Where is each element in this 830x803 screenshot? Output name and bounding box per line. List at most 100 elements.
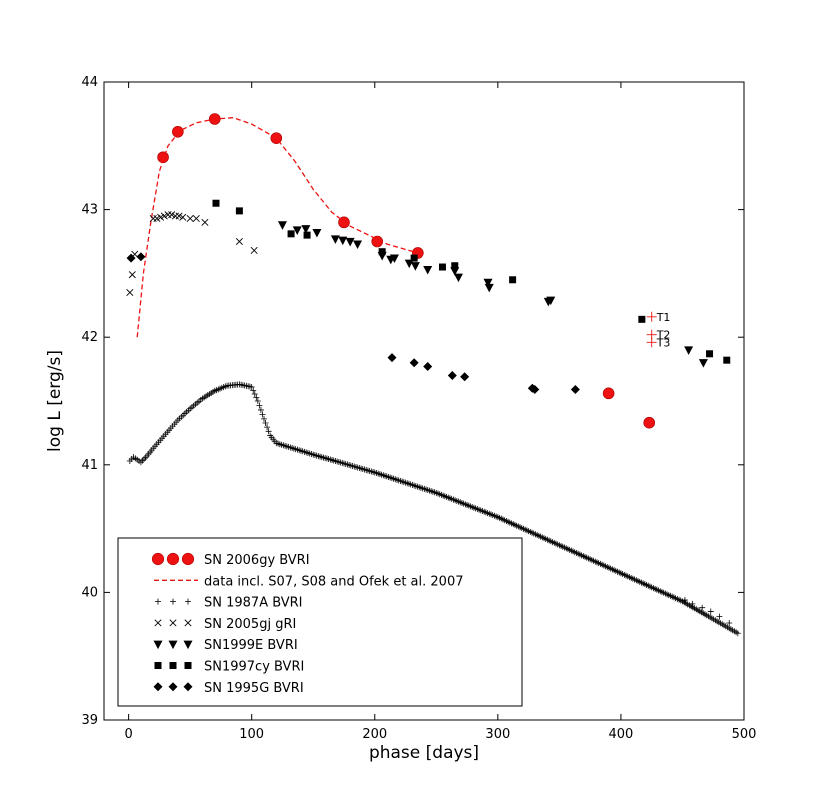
legend: SN 2006gy BVRI data incl. S07, S08 and Of… (117, 537, 523, 707)
legend-swatch (153, 640, 163, 650)
data-point (546, 296, 556, 306)
data-point (126, 253, 136, 263)
legend-swatch (183, 682, 193, 692)
legend-label: SN 1995G BVRI (204, 681, 304, 696)
data-point (643, 416, 656, 429)
data-point (248, 383, 255, 390)
data-point (179, 213, 187, 221)
data-point (423, 265, 433, 275)
plot-frame (103, 81, 745, 721)
data-point (186, 215, 194, 223)
data-point (689, 600, 696, 607)
data-point (404, 259, 414, 269)
data-point (153, 215, 161, 223)
legend-label: SN 1987A BVRI (204, 596, 303, 611)
series-4 (126, 211, 258, 297)
data-point (172, 125, 184, 138)
data-point (423, 362, 433, 372)
data-point (264, 424, 271, 431)
data-point (638, 315, 646, 323)
series-7 (126, 252, 580, 395)
data-point (698, 359, 708, 368)
data-point (684, 346, 694, 355)
data-point (570, 385, 580, 395)
data-point (157, 151, 169, 164)
data-point (235, 207, 243, 215)
data-point (137, 459, 144, 466)
data-point (303, 231, 311, 239)
data-point (345, 237, 355, 247)
legend-swatch (154, 619, 162, 627)
y-axis-label: log L [erg/s] (45, 350, 65, 452)
legend-swatch (184, 619, 192, 627)
data-point (460, 372, 470, 382)
data-point (409, 358, 419, 368)
data-point (353, 240, 363, 250)
annotation-marker (646, 311, 657, 322)
data-point (254, 398, 261, 404)
data-point (450, 267, 460, 276)
axes-layer: 0 100 200 300 400 500 39 40 41 42 43 44 (81, 75, 756, 742)
data-point (168, 211, 176, 219)
data-point (338, 236, 348, 246)
series-line (136, 117, 418, 338)
series-5 (277, 221, 708, 368)
data-point (699, 604, 706, 611)
data-point (201, 218, 209, 226)
data-point (251, 390, 258, 397)
data-point (250, 246, 258, 254)
data-point (530, 385, 540, 395)
data-point (726, 620, 733, 627)
data-point (261, 415, 267, 422)
data-point (301, 225, 311, 234)
x-axis-label: phase [days] (369, 743, 479, 763)
legend-swatch (184, 662, 192, 669)
annotation-label: T2 (656, 329, 671, 342)
data-point (128, 271, 136, 279)
data-point (389, 254, 399, 264)
legend-swatch (169, 619, 177, 627)
data-point (287, 230, 295, 238)
data-point (734, 630, 741, 637)
data-point (257, 406, 264, 413)
legend-swatch (168, 682, 178, 692)
data-point (250, 387, 257, 394)
data-point (312, 228, 322, 238)
legend-swatch (185, 598, 191, 605)
data-point (141, 456, 147, 463)
data-point (681, 597, 688, 604)
data-point (262, 420, 269, 427)
x-tick-label: 200 (362, 727, 387, 742)
legend-swatch (154, 662, 162, 669)
annotation-label: T3 (656, 336, 671, 349)
data-point (378, 248, 386, 256)
data-point (723, 356, 731, 364)
x-tick-label: 400 (609, 727, 634, 742)
legend-swatch (166, 552, 180, 566)
data-point (509, 276, 517, 284)
legend-swatch (155, 598, 161, 605)
legend-swatch (153, 682, 163, 692)
y-tick-label: 42 (81, 330, 98, 345)
legend-swatch (168, 640, 178, 650)
data-point (192, 215, 200, 223)
data-point (253, 394, 260, 401)
data-point (707, 608, 714, 615)
legend-box (117, 537, 523, 707)
y-tick-label: 44 (81, 75, 98, 90)
data-point (484, 283, 494, 293)
series-3 (126, 381, 741, 637)
data-point (259, 411, 266, 418)
data-point (453, 273, 463, 283)
x-tick-label: 0 (124, 727, 132, 742)
data-point (330, 235, 340, 244)
y-tick-label: 43 (81, 203, 98, 218)
legend-label: SN 2006gy BVRI (204, 553, 310, 568)
data-point (438, 263, 446, 271)
data-point (451, 262, 459, 270)
data-point (142, 454, 149, 461)
legend-swatch (183, 640, 193, 650)
data-point (292, 226, 302, 235)
